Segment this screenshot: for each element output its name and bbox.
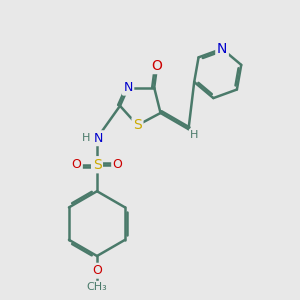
Text: O: O — [71, 158, 81, 171]
Text: CH₃: CH₃ — [87, 282, 107, 292]
Text: N: N — [123, 81, 133, 94]
Text: O: O — [113, 158, 122, 171]
Text: H: H — [190, 130, 199, 140]
Text: H: H — [82, 133, 91, 143]
Text: O: O — [92, 264, 102, 277]
Text: O: O — [152, 58, 163, 73]
Text: N: N — [217, 42, 227, 56]
Text: S: S — [93, 158, 101, 172]
Text: S: S — [133, 118, 142, 132]
Text: N: N — [94, 132, 103, 145]
